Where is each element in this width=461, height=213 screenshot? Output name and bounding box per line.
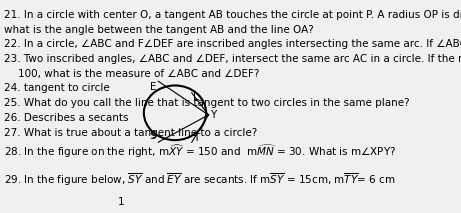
Text: what is the angle between the tangent AB and the line OA?: what is the angle between the tangent AB…: [4, 24, 313, 35]
Text: S: S: [149, 131, 156, 141]
Text: T: T: [193, 133, 199, 143]
Text: 24. tangent to circle: 24. tangent to circle: [4, 83, 110, 93]
Text: 26. Describes a secants: 26. Describes a secants: [4, 113, 128, 123]
Text: 29. In the figure below, $\overline{SY}$ and $\overline{EY}$ are secants. If m$\: 29. In the figure below, $\overline{SY}$…: [4, 172, 395, 188]
Text: 100, what is the measure of ∠ABC and ∠DEF?: 100, what is the measure of ∠ABC and ∠DE…: [18, 69, 260, 79]
Text: Y: Y: [210, 110, 216, 120]
Text: 25. What do you call the line that is tangent to two circles in the same plane?: 25. What do you call the line that is ta…: [4, 98, 409, 108]
Text: 22. In a circle, ∠ABC and F∠DEF are inscribed angles intersecting the same arc. : 22. In a circle, ∠ABC and F∠DEF are insc…: [4, 39, 461, 49]
Text: 1: 1: [118, 197, 124, 207]
Text: 21. In a circle with center O, a tangent AB touches the circle at point P. A rad: 21. In a circle with center O, a tangent…: [4, 10, 461, 20]
Text: 23. Two inscribed angles, ∠ABC and ∠DEF, intersect the same arc AC in a circle. : 23. Two inscribed angles, ∠ABC and ∠DEF,…: [4, 54, 461, 64]
Text: L: L: [193, 92, 199, 102]
Text: E: E: [149, 82, 156, 92]
Text: 28. In the figure on the right, m$\widehat{XY}$ = 150 and  m$\widehat{MN}$ = 30.: 28. In the figure on the right, m$\wideh…: [4, 142, 396, 160]
Text: 27. What is true about a tangent line to a circle?: 27. What is true about a tangent line to…: [4, 128, 257, 138]
